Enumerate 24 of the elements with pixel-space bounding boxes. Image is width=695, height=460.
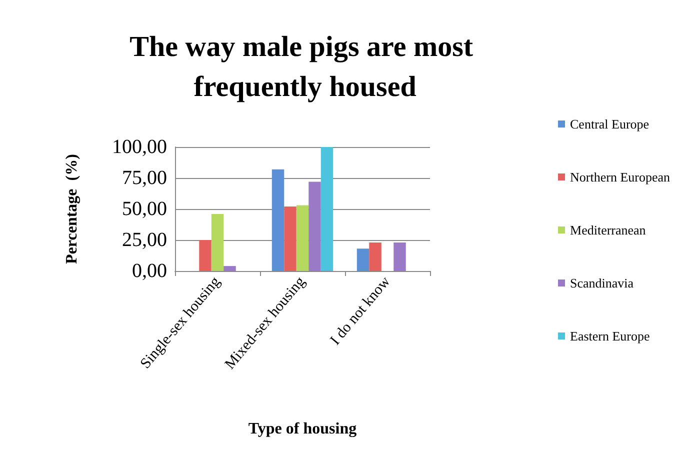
y-tick-label: 50,00 [122,198,167,220]
y-tick-label: 100,00 [112,136,167,158]
bar [224,266,236,271]
y-tick-label: 75,00 [122,167,167,189]
legend-label: Northern European [570,170,670,184]
chart-title: The way male pigs are most frequently housed [130,31,480,103]
x-axis-title: Type of housing [248,420,357,438]
legend-label: Mediterranean [570,222,646,238]
y-tick-label: 0,00 [132,260,167,282]
y-tick-label: 25,00 [122,229,167,251]
legend-label: Scandinavia [570,276,634,290]
legend-label: Central Europe [570,116,650,132]
bar [369,242,382,271]
bar [199,240,212,271]
bar [272,169,284,271]
y-axis-title: Percentage (%) [64,154,80,264]
legend-label: Eastern Europe [570,328,650,344]
bar [211,214,224,271]
bar [320,147,334,271]
bar [308,182,321,271]
bar [394,242,406,271]
bar [296,205,309,271]
bar [284,206,296,271]
bar [356,248,370,271]
